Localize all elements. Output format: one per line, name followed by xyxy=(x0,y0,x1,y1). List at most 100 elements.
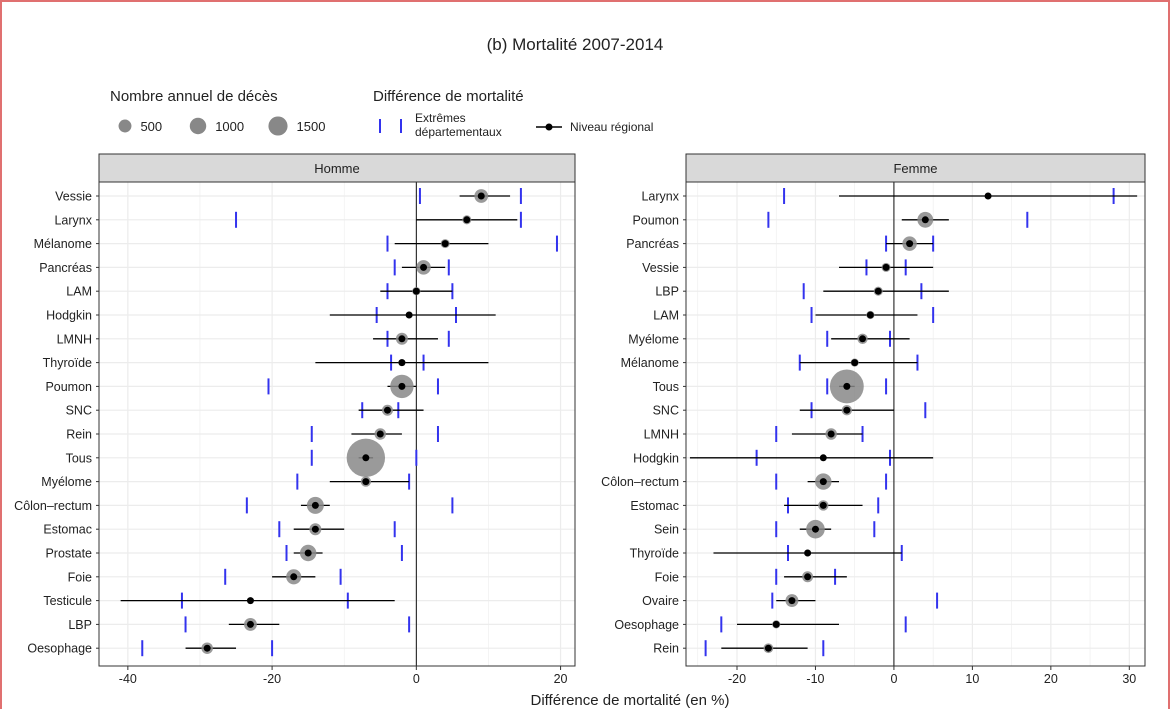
row-label: LMNH xyxy=(57,332,92,346)
row-label: LAM xyxy=(653,309,679,323)
legend-size-bubble xyxy=(268,116,288,136)
panel-border xyxy=(98,181,576,667)
row-label: Hodgkin xyxy=(46,309,92,323)
regional-point xyxy=(203,644,211,652)
legend-dept-label-2: départementaux xyxy=(415,125,502,139)
regional-point xyxy=(843,406,851,414)
row-label: Mélanome xyxy=(621,356,679,370)
regional-point xyxy=(362,478,370,486)
legend-size-bubble xyxy=(189,117,207,135)
regional-point xyxy=(851,359,859,367)
legend-diff-title: Différence de mortalité xyxy=(373,88,524,105)
regional-point xyxy=(788,597,796,605)
row-label: Testicule xyxy=(43,594,92,608)
regional-point xyxy=(311,525,319,533)
regional-point xyxy=(772,620,780,628)
regional-point xyxy=(819,501,827,509)
x-tick-label: 20 xyxy=(1044,672,1058,686)
row-label: Myélome xyxy=(41,475,92,489)
panel-strip xyxy=(98,153,576,183)
legend-size-title: Nombre annuel de décès xyxy=(110,88,278,105)
panel-background xyxy=(99,182,575,666)
row-label: LBP xyxy=(655,285,679,299)
legend-size-bubble xyxy=(118,119,132,133)
row-label: Mélanome xyxy=(34,237,92,251)
row-label: Vessie xyxy=(642,261,679,275)
regional-point xyxy=(405,311,413,319)
row-label: Estomac xyxy=(43,523,92,537)
row-label: Ovaire xyxy=(642,594,679,608)
x-tick-label: -20 xyxy=(263,672,281,686)
regional-point xyxy=(984,192,992,200)
regional-point xyxy=(246,597,254,605)
row-label: LBP xyxy=(68,618,92,632)
row-label: Estomac xyxy=(630,499,679,513)
x-tick-label: -10 xyxy=(806,672,824,686)
row-label: Sein xyxy=(654,523,679,537)
panel-border xyxy=(685,181,1146,667)
legend-size-label: 1000 xyxy=(215,119,244,134)
x-tick-label: -40 xyxy=(119,672,137,686)
x-tick-label: -20 xyxy=(728,672,746,686)
row-label: Vessie xyxy=(55,190,92,204)
regional-point xyxy=(804,549,812,557)
regional-point xyxy=(398,382,406,390)
regional-point xyxy=(477,192,485,200)
legend-regional-dot xyxy=(545,123,553,131)
legend-size-label: 500 xyxy=(140,119,162,134)
regional-point xyxy=(311,501,319,509)
row-label: Tous xyxy=(653,380,679,394)
regional-point xyxy=(420,263,428,271)
regional-point xyxy=(441,240,449,248)
regional-point xyxy=(376,430,384,438)
panel-strip-label: Homme xyxy=(314,161,360,176)
x-tick-label: 0 xyxy=(413,672,420,686)
row-label: Rein xyxy=(66,428,92,442)
row-label: SNC xyxy=(66,404,92,418)
row-label: Hodgkin xyxy=(633,451,679,465)
x-axis-label: Différence de mortalité (en %) xyxy=(531,692,730,709)
row-label: Côlon–rectum xyxy=(14,499,92,513)
row-label: Rein xyxy=(653,642,679,656)
regional-point xyxy=(304,549,312,557)
panel-strip xyxy=(685,153,1146,183)
panel-strip-label: Femme xyxy=(893,161,937,176)
regional-point xyxy=(874,287,882,295)
regional-point xyxy=(383,406,391,414)
row-label: Poumon xyxy=(632,213,679,227)
row-label: LMNH xyxy=(644,428,679,442)
regional-point xyxy=(827,430,835,438)
x-tick-label: 30 xyxy=(1122,672,1136,686)
regional-point xyxy=(362,454,370,462)
x-tick-label: 10 xyxy=(965,672,979,686)
regional-point xyxy=(843,382,851,390)
regional-point xyxy=(811,525,819,533)
regional-point xyxy=(866,311,874,319)
row-label: Larynx xyxy=(54,213,92,227)
row-label: Thyroïde xyxy=(43,356,92,370)
regional-point xyxy=(398,335,406,343)
legend-regional-label: Niveau régional xyxy=(570,120,653,134)
regional-point xyxy=(906,240,914,248)
row-label: Foie xyxy=(655,570,679,584)
row-label: Pancréas xyxy=(39,261,92,275)
regional-point xyxy=(463,216,471,224)
regional-point xyxy=(412,287,420,295)
row-label: Prostate xyxy=(45,547,92,561)
legend-dept-label-1: Extrêmes xyxy=(415,111,466,125)
row-label: Oesophage xyxy=(27,642,92,656)
regional-point xyxy=(764,644,772,652)
row-label: Pancréas xyxy=(626,237,679,251)
regional-point xyxy=(921,216,929,224)
row-label: Poumon xyxy=(45,380,92,394)
x-tick-label: 20 xyxy=(554,672,568,686)
x-tick-label: 0 xyxy=(890,672,897,686)
row-label: Foie xyxy=(68,570,92,584)
regional-point xyxy=(819,454,827,462)
legend-size-label: 1500 xyxy=(297,119,326,134)
row-label: Larynx xyxy=(641,190,679,204)
regional-point xyxy=(804,573,812,581)
legend-size-entries: 500 1000 1500 xyxy=(118,116,326,136)
row-label: Thyroïde xyxy=(630,547,679,561)
